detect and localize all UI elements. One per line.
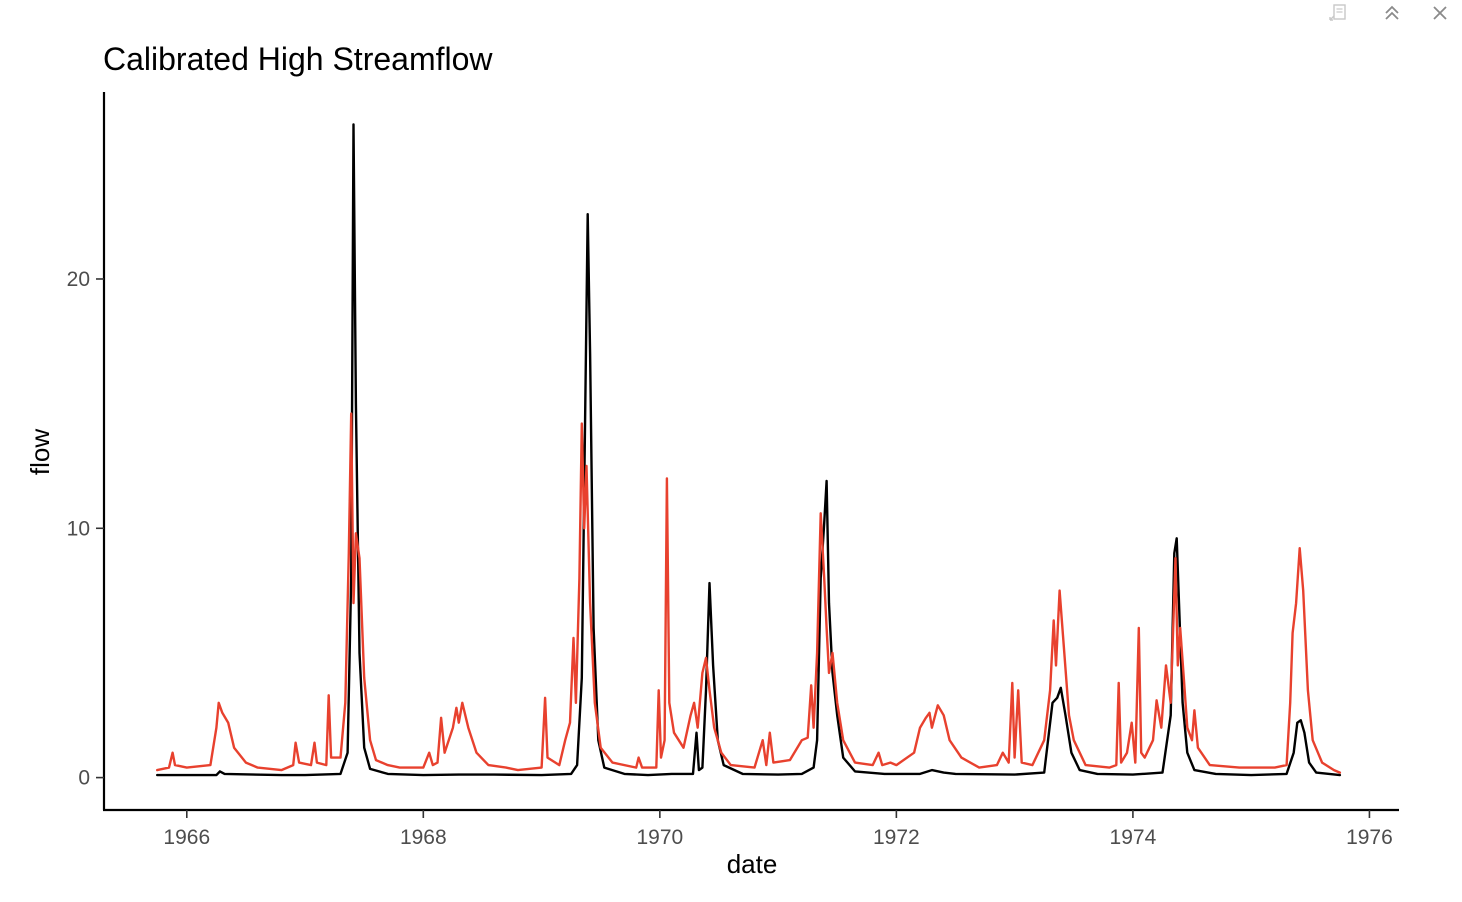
x-tick-label: 1970: [636, 826, 683, 849]
y-tick-label: 20: [67, 268, 90, 291]
x-tick-label: 1966: [163, 826, 210, 849]
series-line-1: [156, 123, 1342, 777]
y-axis-ticks: 0 10 20: [67, 268, 104, 790]
x-tick-label: 1976: [1346, 826, 1393, 849]
x-tick-label: 1974: [1110, 826, 1157, 849]
series-layer: [156, 123, 1342, 777]
y-axis-title: flow: [25, 429, 55, 475]
x-tick-label: 1972: [873, 826, 920, 849]
export-icon[interactable]: [1328, 2, 1350, 24]
series-line-2: [156, 412, 1342, 774]
chart-title: Calibrated High Streamflow: [103, 41, 493, 77]
plot-toolbar: [1302, 0, 1462, 26]
x-axis-ticks: 1966 1968 1970 1972 1974 1976: [163, 810, 1393, 849]
x-axis-title: date: [727, 849, 778, 879]
x-tick-label: 1968: [400, 826, 447, 849]
chevron-double-up-icon[interactable]: [1381, 2, 1403, 24]
y-tick-label: 0: [78, 767, 90, 790]
y-tick-label: 10: [67, 517, 90, 540]
close-icon[interactable]: [1429, 2, 1451, 24]
